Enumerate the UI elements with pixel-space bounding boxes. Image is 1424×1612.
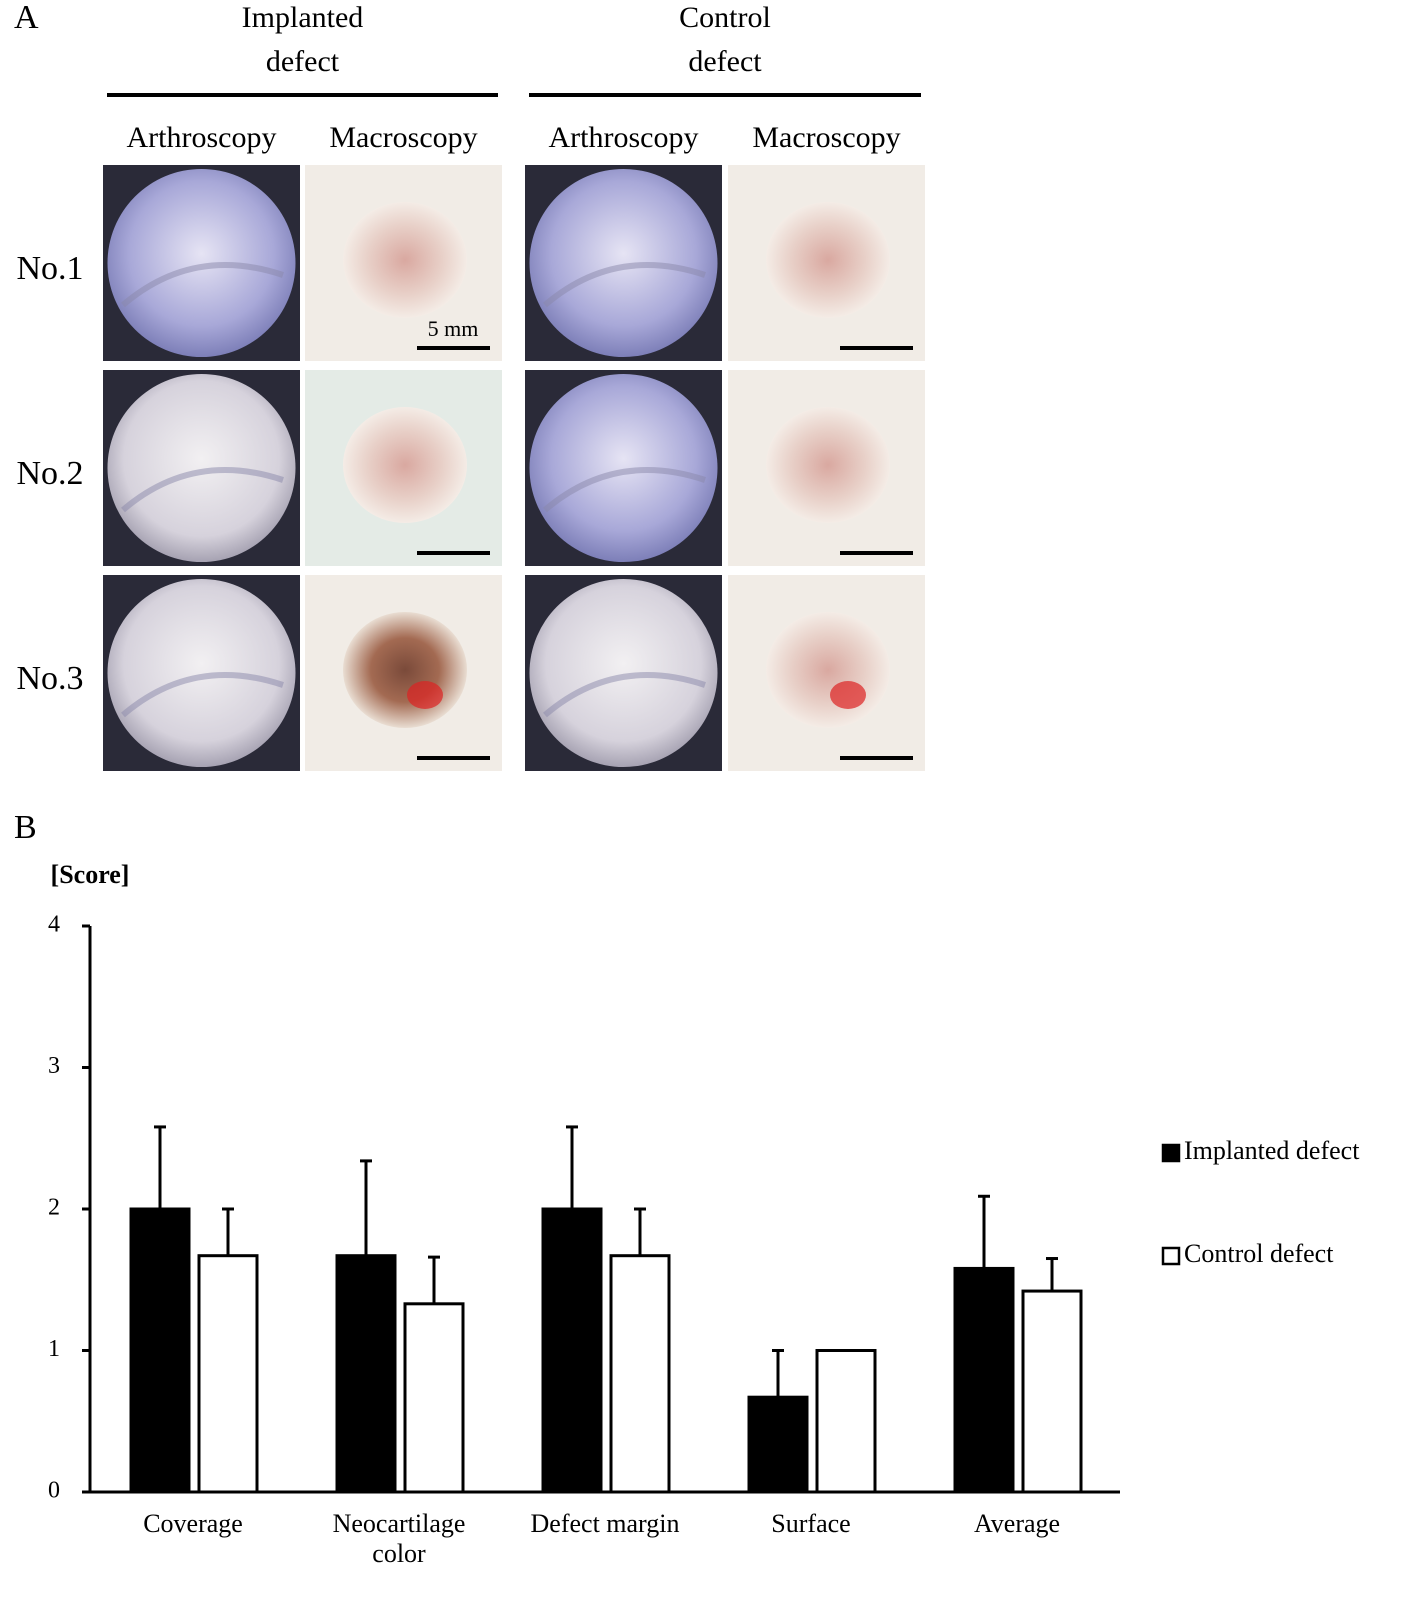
y-tick-label: 1 [48, 1336, 60, 1362]
defect-site [766, 407, 890, 523]
arthroscopy-view [529, 579, 718, 767]
tissue-shade [121, 672, 284, 718]
panel-label: B [14, 809, 37, 846]
x-tick-label: Neocartilage color [333, 1509, 466, 1568]
bar [609, 1254, 671, 1494]
tissue-shade [543, 672, 706, 718]
y-tick-label: 0 [48, 1478, 60, 1504]
bar [129, 1207, 191, 1494]
y-tick-label: 3 [48, 1053, 60, 1079]
column-header: Arthroscopy [127, 121, 277, 154]
bar [1021, 1289, 1083, 1494]
scale-bar-label: 5 mm [428, 316, 479, 341]
legend-swatch [1161, 1246, 1181, 1266]
legend-label: Implanted defect [1184, 1136, 1360, 1165]
tissue-shade [543, 467, 706, 513]
column-header: Macroscopy [329, 121, 477, 154]
column-header: Macroscopy [752, 121, 900, 154]
legend-swatch [1161, 1143, 1181, 1163]
y-tick-label: 2 [48, 1195, 60, 1221]
row-label: No.1 [16, 250, 83, 287]
bar [403, 1302, 465, 1494]
blood-spot [407, 681, 443, 709]
tissue-shade [543, 262, 706, 308]
arthroscopy-view [529, 374, 718, 562]
defect-site [343, 407, 467, 523]
bar [747, 1395, 809, 1494]
tissue-shade [121, 262, 284, 308]
x-tick-label: Surface [771, 1509, 850, 1538]
bar [815, 1349, 877, 1494]
row-label: No.2 [16, 455, 83, 492]
group-title: Control defect [679, 1, 771, 78]
legend-label: Control defect [1184, 1239, 1334, 1268]
bar [953, 1266, 1015, 1494]
bar [335, 1254, 397, 1494]
y-axis-label: [Score] [51, 860, 130, 889]
x-tick-label: Defect margin [531, 1509, 680, 1538]
defect-site [343, 202, 467, 318]
panel-label: A [14, 0, 39, 36]
x-tick-label: Coverage [143, 1509, 243, 1538]
defect-site [766, 612, 890, 728]
x-tick-label: Average [974, 1509, 1060, 1538]
blood-spot [830, 681, 866, 709]
y-tick-label: 4 [48, 912, 60, 938]
group-title: Implanted defect [242, 1, 364, 78]
defect-site [766, 202, 890, 318]
arthroscopy-view [107, 169, 296, 357]
column-header: Arthroscopy [549, 121, 699, 154]
tissue-shade [121, 467, 284, 513]
bar [541, 1207, 603, 1494]
bar [197, 1254, 259, 1494]
defect-site [343, 612, 467, 728]
arthroscopy-view [107, 579, 296, 767]
arthroscopy-view [107, 374, 296, 562]
arthroscopy-view [529, 169, 718, 357]
row-label: No.3 [16, 660, 83, 697]
